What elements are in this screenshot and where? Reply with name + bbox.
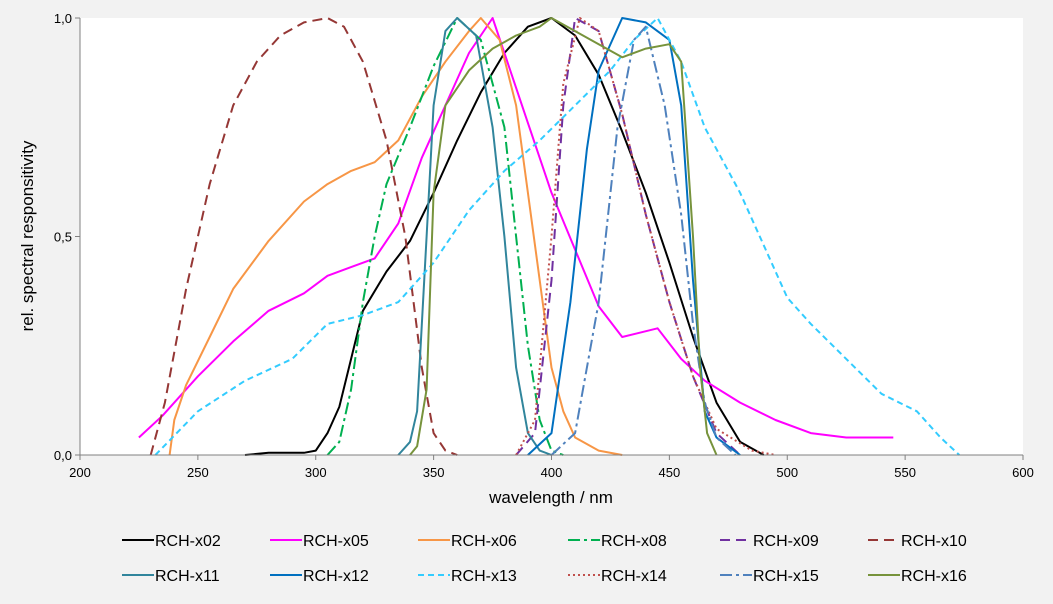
legend-label-rch-x16: RCH-x16	[901, 568, 967, 585]
y-tick-label: 1,0	[54, 11, 72, 26]
y-axis-title: rel. spectral responsitivity	[18, 140, 37, 331]
legend-label-rch-x05: RCH-x05	[303, 533, 369, 550]
legend-label-rch-x13: RCH-x13	[451, 568, 517, 585]
legend-label-rch-x10: RCH-x10	[901, 533, 967, 550]
series-line-rch-x06	[168, 17, 623, 456]
legend-label-rch-x15: RCH-x15	[753, 568, 819, 585]
x-tick-label: 550	[894, 465, 916, 480]
series-line-rch-x13	[154, 17, 960, 456]
x-tick-label: 600	[1012, 465, 1034, 480]
series-group	[138, 17, 960, 456]
x-tick-label: 250	[187, 465, 209, 480]
legend-label-rch-x02: RCH-x02	[155, 533, 221, 550]
series-line-rch-x05	[138, 17, 894, 439]
x-tick-label: 300	[305, 465, 327, 480]
series-line-rch-x02	[244, 17, 765, 456]
series-line-rch-x11	[397, 17, 552, 456]
legend-label-rch-x09: RCH-x09	[753, 533, 819, 550]
series-line-rch-x08	[326, 17, 564, 456]
y-tick-label: 0,5	[54, 230, 72, 245]
x-tick-label: 500	[776, 465, 798, 480]
y-ticks: 0,0 0,5 1,0	[54, 11, 80, 463]
x-ticks: 200 250 300 350 400 450 500 550 600	[69, 455, 1034, 480]
x-tick-label: 400	[541, 465, 563, 480]
x-tick-label: 200	[69, 465, 91, 480]
legend-label-rch-x12: RCH-x12	[303, 568, 369, 585]
x-axis-title: wavelength / nm	[488, 488, 613, 507]
legend-label-rch-x11: RCH-x11	[155, 568, 220, 585]
legend-label-rch-x06: RCH-x06	[451, 533, 517, 550]
x-tick-label: 450	[659, 465, 681, 480]
legend-label-rch-x08: RCH-x08	[601, 533, 667, 550]
y-tick-label: 0,0	[54, 448, 72, 463]
legend: RCH-x02 RCH-x05 RCH-x06 RCH-x08 RCH-x09 RCH-x…	[122, 533, 967, 585]
plot-area	[80, 18, 1023, 455]
legend-label-rch-x14: RCH-x14	[601, 568, 667, 585]
series-line-rch-x15	[550, 25, 737, 456]
x-tick-label: 350	[423, 465, 445, 480]
series-line-rch-x16	[409, 17, 718, 456]
